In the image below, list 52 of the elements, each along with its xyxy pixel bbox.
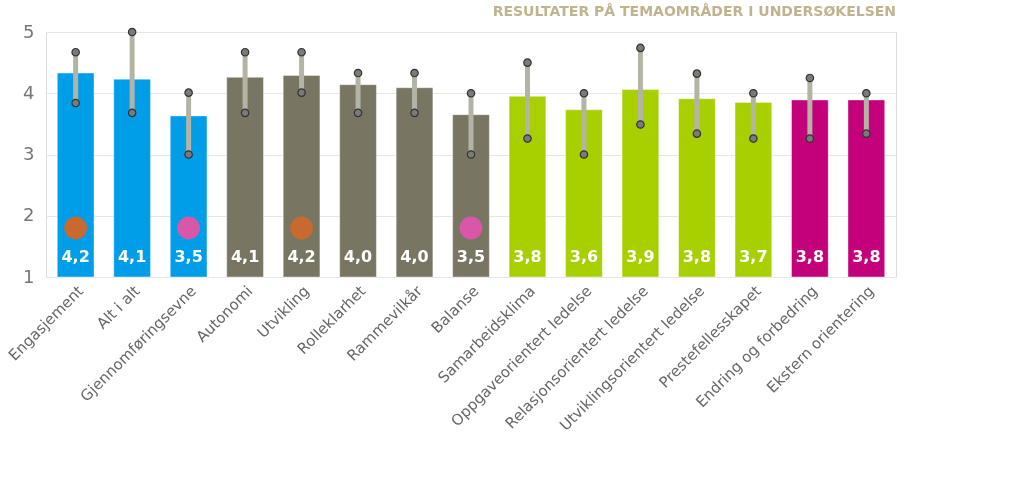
- y-tick-label: 5: [23, 20, 35, 42]
- point: [749, 88, 758, 98]
- point: [805, 73, 815, 83]
- point: [184, 150, 193, 159]
- annotation: 3,8: [795, 247, 825, 266]
- point: [240, 47, 250, 57]
- annotation: 3,9: [626, 247, 655, 266]
- point: [353, 68, 363, 78]
- point: [523, 134, 532, 143]
- point: [64, 216, 88, 240]
- point: [579, 88, 589, 98]
- annotation: 3,5: [174, 247, 203, 266]
- point: [805, 134, 815, 143]
- point: [466, 150, 476, 159]
- annotation: 4,0: [400, 247, 429, 266]
- point: [71, 98, 80, 108]
- annotation: 3,8: [682, 247, 712, 266]
- point: [749, 134, 758, 143]
- point: [240, 108, 250, 118]
- annotation: 3,8: [852, 247, 881, 266]
- point: [410, 108, 419, 118]
- annotation: 3,5: [456, 247, 486, 266]
- point: [692, 69, 702, 78]
- point: [636, 120, 645, 129]
- point: [127, 108, 137, 118]
- annotation: 4,1: [230, 247, 260, 266]
- point: [353, 108, 363, 118]
- annotation: 4,1: [117, 247, 147, 266]
- point: [692, 129, 702, 138]
- point: [297, 47, 306, 57]
- point: [466, 88, 476, 98]
- point: [862, 129, 871, 138]
- y-tick-label: 3: [23, 143, 35, 164]
- point: [71, 47, 80, 57]
- y-tick-label: 4: [23, 81, 35, 103]
- point: [862, 88, 871, 98]
- point: [579, 150, 589, 159]
- annotation: 3,7: [739, 247, 768, 266]
- annotation: 3,6: [569, 247, 599, 266]
- annotation: 4,2: [287, 247, 316, 266]
- y-tick-label: 1: [23, 265, 35, 287]
- chart-title: RESULTATER PÅ TEMAOMRÅDER I UNDERSØKELSEN: [492, 3, 896, 19]
- annotation: 4,0: [343, 247, 373, 266]
- point: [297, 88, 306, 97]
- point: [523, 58, 532, 67]
- annotation: 4,2: [61, 247, 90, 266]
- annotation: 3,8: [513, 247, 542, 266]
- point: [410, 68, 419, 78]
- point: [636, 43, 645, 53]
- y-tick-label: 2: [23, 204, 35, 226]
- point: [127, 27, 137, 37]
- point: [184, 88, 193, 97]
